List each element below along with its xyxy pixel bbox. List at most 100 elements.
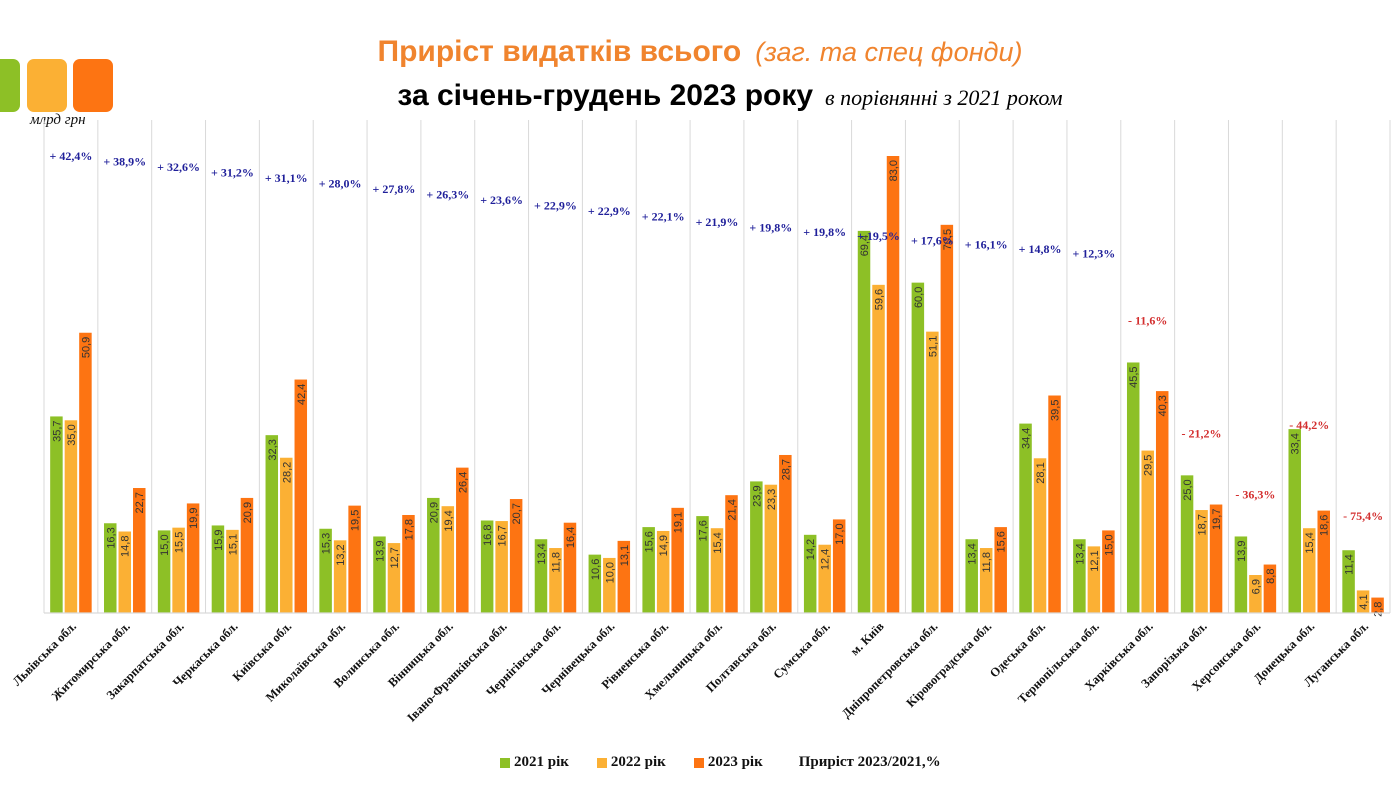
value-label: 19,4 — [443, 510, 455, 531]
bar-2022-3 — [226, 529, 239, 613]
growth-label: + 19,5% — [857, 229, 900, 243]
bar-2023-16 — [940, 224, 954, 613]
logo-block-orange — [73, 59, 113, 112]
bar-2022-18 — [1033, 458, 1047, 613]
bar-2021-21 — [1180, 475, 1194, 613]
legend-item-2023: 2023 рік — [693, 754, 763, 771]
logo-block-green — [0, 59, 20, 112]
growth-label: + 22,1% — [642, 210, 685, 224]
bar-2023-21 — [1209, 504, 1223, 613]
bar-2022-1 — [118, 531, 132, 613]
growth-label: - 44,2% — [1289, 418, 1329, 432]
bar-2021-0 — [50, 416, 63, 613]
value-label: 60,0 — [913, 287, 925, 308]
value-label: 15,6 — [644, 531, 656, 552]
bar-2021-23 — [1288, 429, 1301, 613]
bar-2021-19 — [1073, 539, 1086, 613]
bar-2021-11 — [642, 527, 655, 613]
bar-2022-12 — [710, 528, 724, 613]
bar-2021-13 — [750, 481, 763, 613]
value-label: 15,3 — [321, 533, 333, 554]
bar-2021-5 — [319, 528, 332, 613]
value-label: 13,9 — [374, 540, 386, 561]
bar-2022-20 — [1141, 450, 1154, 613]
bar-2023-19 — [1102, 530, 1115, 613]
legend-label-2023: 2023 рік — [707, 754, 763, 770]
bar-2021-7 — [427, 497, 440, 613]
bar-2022-2 — [172, 527, 185, 613]
bar-2021-12 — [696, 516, 709, 613]
bar-2023-22 — [1263, 564, 1277, 613]
bar-2021-24 — [1342, 550, 1355, 613]
value-label: 14,9 — [658, 535, 670, 556]
value-label: 12,7 — [389, 547, 401, 568]
value-label: 28,2 — [281, 462, 293, 483]
growth-label: - 21,2% — [1182, 426, 1222, 440]
value-label: 59,6 — [874, 289, 886, 310]
value-label: 16,4 — [565, 527, 577, 548]
bar-2021-20 — [1126, 362, 1140, 613]
value-label: 17,8 — [403, 519, 415, 540]
value-label: 15,1 — [227, 534, 239, 555]
value-label: 35,0 — [66, 424, 78, 445]
value-label: 19,5 — [350, 510, 362, 531]
x-axis: Львівська обл.Житомирська обл.Закарпатсь… — [10, 612, 1390, 725]
growth-label: - 11,6% — [1128, 313, 1167, 327]
bar-2022-11 — [656, 530, 670, 613]
value-label: 42,4 — [296, 384, 308, 405]
bar-2021-16 — [911, 282, 925, 613]
growth-label: + 16,1% — [965, 238, 1008, 252]
value-label: 13,1 — [619, 545, 631, 566]
bar-2023-12 — [725, 495, 738, 613]
bar-2023-20 — [1155, 391, 1169, 613]
growth-label: + 19,8% — [749, 221, 792, 235]
legend-item-2021: 2021 рік — [500, 754, 569, 771]
bar-2022-15 — [872, 284, 885, 613]
value-label: 15,0 — [1103, 534, 1115, 555]
bar-2021-17 — [965, 539, 978, 613]
value-label: 11,8 — [981, 552, 993, 573]
growth-label: + 21,9% — [696, 215, 739, 229]
value-label: 14,2 — [805, 539, 817, 560]
bar-2023-6 — [402, 514, 415, 613]
growth-label: + 32,6% — [157, 160, 200, 174]
bar-2021-1 — [104, 523, 117, 613]
growth-label: + 19,8% — [803, 225, 846, 239]
bar-2022-9 — [549, 548, 562, 613]
value-label: 21,4 — [727, 499, 739, 520]
value-label: 40,3 — [1157, 395, 1169, 416]
value-label: 11,8 — [550, 552, 562, 573]
value-label: 11,4 — [1344, 554, 1356, 575]
value-label: 25,0 — [1182, 479, 1194, 500]
value-label: 13,4 — [1074, 543, 1086, 564]
bar-2021-15 — [857, 230, 871, 613]
value-label: 13,2 — [335, 544, 347, 565]
growth-label: + 27,8% — [373, 182, 416, 196]
bar-2022-13 — [764, 484, 778, 613]
bar-2022-17 — [979, 548, 993, 613]
value-label: 28,7 — [780, 459, 792, 480]
bar-2022-4 — [280, 457, 293, 613]
value-label: 18,7 — [1197, 514, 1209, 535]
chart-title-main: Приріст видатків всього — [377, 35, 742, 68]
bar-2023-23 — [1317, 510, 1330, 613]
value-label: 69,4 — [859, 235, 871, 256]
value-label: 19,1 — [673, 512, 685, 533]
value-label: 26,4 — [457, 472, 469, 493]
bar-2021-6 — [373, 536, 386, 613]
value-label: 35,7 — [51, 420, 63, 441]
chart-subtitle-note: в порівнянні з 2021 роком — [825, 85, 1063, 110]
bar-2023-3 — [240, 497, 254, 613]
growth-label: - 36,3% — [1235, 487, 1275, 501]
bars — [50, 156, 1384, 613]
chart-subtitle: за січень-грудень 2023 року в порівнянні … — [0, 79, 1400, 113]
bar-2023-15 — [886, 156, 900, 613]
x-tick-label: Дніпропетровська обл. — [839, 619, 940, 720]
bar-2022-22 — [1249, 575, 1262, 613]
value-label: 15,0 — [159, 534, 171, 555]
growth-label: + 28,0% — [319, 177, 362, 191]
value-label: 13,4 — [536, 543, 548, 564]
growth-labels: + 42,4% + 38,9% + 32,6% + 31,2% + 31,1% + 28,… — [49, 149, 1383, 523]
value-label: 13,9 — [1236, 540, 1248, 561]
bar-2021-9 — [534, 539, 548, 613]
